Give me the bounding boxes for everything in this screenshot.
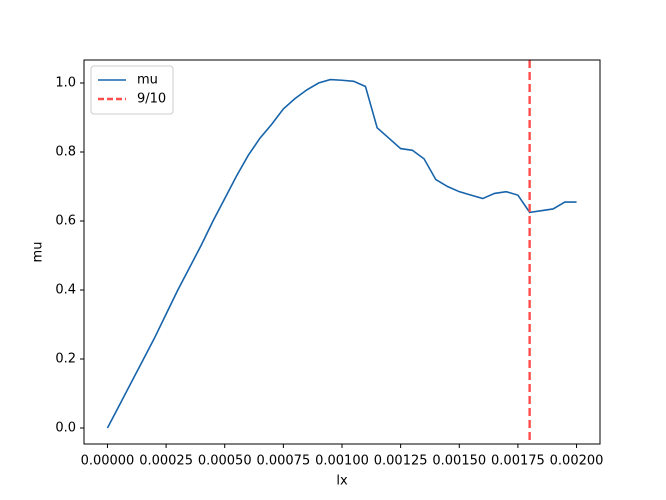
plot-frame [83, 59, 601, 445]
legend-label: mu [137, 73, 158, 88]
x-tick-label: 0.00200 [550, 454, 604, 469]
y-tick-label: 0.8 [55, 145, 76, 160]
y-tick-label: 0.6 [55, 214, 76, 229]
y-tick-label: 1.0 [55, 76, 76, 91]
x-tick-label: 0.00100 [315, 454, 369, 469]
legend-box [90, 65, 174, 115]
x-tick-label: 0.00125 [374, 454, 428, 469]
y-axis-label: mu [31, 242, 46, 263]
x-tick-label: 0.00075 [256, 454, 310, 469]
x-tick-label: 0.00150 [432, 454, 486, 469]
x-tick-label: 0.00050 [198, 454, 252, 469]
data-line [106, 78, 577, 429]
x-tick-label: 0.00175 [491, 454, 545, 469]
y-tick-label: 0.4 [55, 282, 76, 297]
y-tick-label: 0.0 [55, 420, 76, 435]
x-axis-label: lx [336, 474, 348, 489]
y-tick-label: 0.2 [55, 351, 76, 366]
x-tick-label: 0.00000 [81, 454, 135, 469]
x-tick-label: 0.00025 [139, 454, 193, 469]
legend-label: 9/10 [137, 92, 166, 107]
